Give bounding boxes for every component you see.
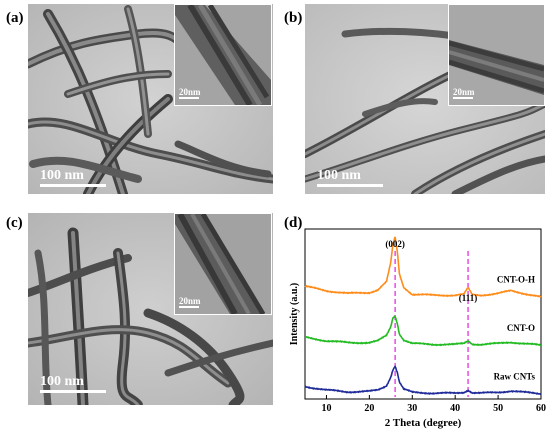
tem-image-c: 20nm 100 nm (28, 213, 273, 405)
y-axis-label: Intensity (a.u.) (289, 283, 300, 346)
peak-label-1: (111) (459, 293, 478, 303)
inset-scale-bar-b (453, 97, 473, 99)
series-label-0: CNT-O-H (497, 275, 535, 285)
xrd-chart: 10 20 30 40 50 60 CNT-O-H CNT-O Raw CNTs (002) (1… (289, 228, 546, 429)
inset-image-a: 20nm (174, 4, 272, 106)
series-label-2: Raw CNTs (494, 371, 536, 381)
inset-scale-bar-c (179, 306, 199, 308)
inset-scale-text-c: 20nm (179, 296, 201, 306)
inset-tube-c (175, 214, 271, 314)
panel-label-a: (a) (6, 10, 24, 26)
inset-tube-b (449, 5, 544, 105)
inset-tube-a (175, 5, 271, 105)
inset-scale-bar-a (179, 97, 199, 99)
tem-image-a: 20nm 100 nm (28, 4, 273, 194)
peak-label-0: (002) (385, 239, 405, 249)
tem-image-b: 20nm 100 nm (305, 4, 545, 194)
scale-text-a: 100 nm (40, 168, 84, 183)
inset-image-b: 20nm (448, 4, 545, 106)
x-axis-label: 2 Theta (degree) (385, 417, 462, 429)
series-line-0 (304, 236, 542, 298)
x-tick-label-3: 40 (450, 403, 460, 414)
scale-bar-b (317, 184, 383, 187)
series-line-1 (305, 315, 541, 347)
scale-text-b: 100 nm (317, 168, 361, 183)
x-tick-label-4: 50 (493, 403, 503, 414)
panel-label-c: (c) (6, 215, 23, 231)
inset-scale-text-b: 20nm (453, 87, 475, 97)
scale-bar-a (40, 184, 106, 187)
scale-text-c: 100 nm (40, 374, 84, 389)
series-line-2 (304, 365, 542, 396)
inset-image-c: 20nm (174, 213, 272, 315)
x-tick-label-5: 60 (536, 403, 546, 414)
x-tick-label-1: 20 (364, 403, 374, 414)
plot-frame (304, 228, 542, 400)
scale-bar-c (40, 390, 106, 393)
series-label-1: CNT-O (507, 323, 535, 333)
panel-label-b: (b) (284, 10, 303, 26)
inset-scale-text-a: 20nm (179, 87, 201, 97)
panel-label-d: (d) (284, 215, 303, 231)
x-tick-label-2: 30 (407, 403, 417, 414)
x-tick-label-0: 10 (321, 403, 331, 414)
